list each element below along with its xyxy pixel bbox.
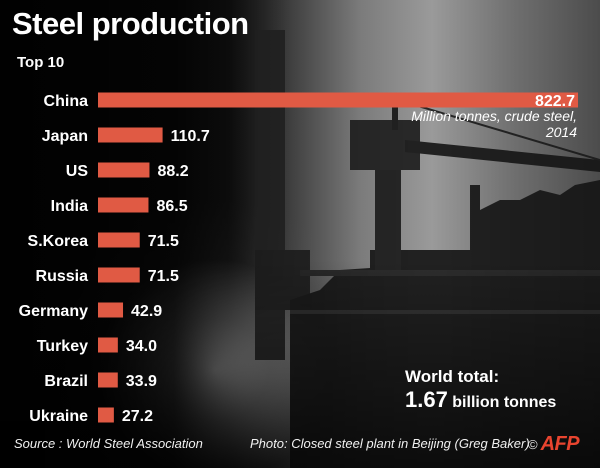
unit-note: Million tonnes, crude steel, 2014	[411, 108, 577, 140]
category-label: Russia	[36, 268, 89, 285]
world-total-label: World total:	[405, 367, 500, 386]
bar	[98, 407, 114, 423]
copyright-icon: ©	[528, 437, 538, 452]
photo-chimney	[470, 185, 480, 255]
category-label: Japan	[42, 128, 88, 145]
bar	[98, 302, 124, 318]
value-label: 71.5	[148, 233, 179, 250]
value-label: 42.9	[131, 303, 162, 320]
category-label: US	[66, 163, 89, 180]
chart-subtitle: Top 10	[17, 54, 65, 71]
value-label: 822.7	[535, 93, 575, 110]
background-shade-bottom	[0, 260, 600, 468]
afp-logo-text: AFP	[540, 433, 580, 455]
afp-logo: © AFP	[528, 433, 580, 456]
category-label: Brazil	[44, 373, 88, 390]
photo-crane-cable	[397, 99, 600, 161]
value-label: 27.2	[122, 408, 153, 425]
world-total-annotation: World total: 1.67 billion tonnes	[405, 366, 556, 416]
world-total-line: 1.67 billion tonnes	[405, 387, 556, 416]
world-total-unit: billion tonnes	[452, 394, 557, 411]
photo-crane-mast	[392, 100, 398, 130]
bar	[98, 232, 140, 248]
photo-crane-boom	[405, 140, 600, 172]
source-note: Source : World Steel Association	[14, 436, 203, 451]
value-label: 110.7	[171, 128, 210, 145]
bar	[98, 127, 163, 143]
value-label: 71.5	[148, 268, 179, 285]
category-label: India	[51, 198, 88, 215]
bar	[98, 162, 150, 178]
bar	[98, 267, 140, 283]
photo-credit: Photo: Closed steel plant in Beijing (Gr…	[250, 436, 530, 451]
category-label: S.Korea	[28, 233, 89, 250]
bar	[98, 92, 578, 108]
value-label: 88.2	[157, 163, 188, 180]
world-total-value: 1.67	[405, 387, 448, 412]
bar	[98, 337, 118, 353]
category-label: Turkey	[37, 338, 88, 355]
category-label: Germany	[19, 303, 88, 320]
value-label: 86.5	[156, 198, 187, 215]
bar	[98, 372, 118, 388]
category-label: China	[44, 93, 89, 110]
value-label: 33.9	[126, 373, 157, 390]
chart-title: Steel production	[12, 6, 249, 41]
bar	[98, 197, 149, 213]
category-label: Ukraine	[29, 408, 88, 425]
value-label: 34.0	[126, 338, 157, 355]
